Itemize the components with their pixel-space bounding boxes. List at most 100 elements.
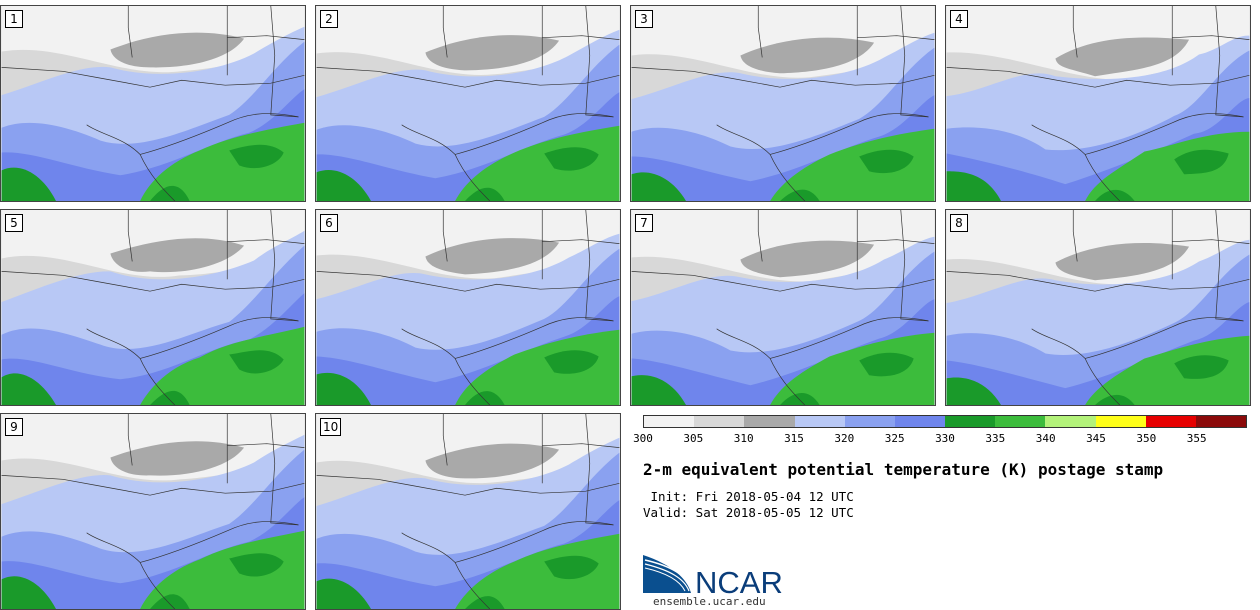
state-boundary-line <box>316 475 620 496</box>
field-band-dark-gray <box>110 441 245 476</box>
field-band-green <box>140 122 305 201</box>
colorbar-ticks: 300 305 310 315 320 325 330 335 340 345 350 355 <box>633 432 1247 446</box>
state-boundary-line <box>757 6 763 58</box>
state-boundary-line <box>900 6 929 118</box>
colorbar-segment <box>945 416 996 427</box>
colorbar-tick-label: 315 <box>784 432 804 445</box>
field-band-dark-green <box>946 171 1001 201</box>
field-band-dark-green <box>544 147 599 171</box>
state-boundary-line <box>1085 113 1244 155</box>
member-map <box>316 6 620 201</box>
field-band-dark-green <box>1174 355 1229 379</box>
ensemble-member-panel: 4 <box>945 5 1251 202</box>
ensemble-member-panel: 2 <box>315 5 621 202</box>
member-map <box>316 414 620 609</box>
field-band-dark-gray <box>425 238 560 275</box>
member-map <box>1 6 305 201</box>
state-boundary-line <box>127 210 133 262</box>
field-band-dark-green <box>229 553 284 577</box>
field-band-dark-gray <box>110 32 245 68</box>
field-band-green <box>770 128 935 201</box>
field-band-dark-green <box>544 555 599 580</box>
state-boundary-line <box>270 414 299 526</box>
state-boundary-line <box>455 521 614 563</box>
field-band-dark-green <box>1095 189 1135 201</box>
state-boundary-line <box>227 35 305 40</box>
state-boundary-line <box>1215 210 1244 322</box>
state-boundary-line <box>227 239 305 244</box>
member-number: 6 <box>320 214 338 232</box>
field-band-dark-green <box>1174 149 1229 175</box>
colorbar-segment <box>894 416 946 427</box>
field-band-green <box>140 326 305 405</box>
member-number: 10 <box>320 418 342 436</box>
state-boundary-line <box>585 6 614 118</box>
colorbar-tick-label: 300 <box>633 432 653 445</box>
field-band-dark-green <box>316 372 371 405</box>
field-band-dark-green <box>1 576 56 609</box>
field-band-dark-green <box>544 350 599 374</box>
ensemble-member-panel: 1 <box>0 5 306 202</box>
field-band-green <box>140 530 305 609</box>
field-band-dark-green <box>780 393 820 405</box>
field-band-dark-green <box>316 170 371 201</box>
state-boundary-line <box>770 317 929 359</box>
member-number: 9 <box>5 418 23 436</box>
state-boundary-line <box>542 239 620 244</box>
state-boundary-line <box>1072 6 1078 58</box>
state-boundary-line <box>1 67 305 88</box>
state-boundary-line <box>857 35 935 40</box>
state-boundary-line <box>542 443 620 448</box>
state-boundary-line <box>1072 210 1078 262</box>
ensemble-member-panel: 5 <box>0 209 306 406</box>
state-boundary-line <box>316 67 620 88</box>
state-boundary-line <box>455 317 614 359</box>
colorbar-tick-label: 345 <box>1086 432 1106 445</box>
field-band-dark-green <box>316 578 371 609</box>
colorbar <box>643 415 1247 428</box>
colorbar-segment <box>995 416 1046 427</box>
state-boundary-line <box>442 6 448 58</box>
member-number: 8 <box>950 214 968 232</box>
state-boundary-line <box>86 532 176 609</box>
colorbar-segment <box>1195 416 1247 427</box>
field-band-dark-gray <box>425 443 560 479</box>
state-boundary-line <box>900 210 929 322</box>
field-band-green <box>455 329 620 405</box>
colorbar-tick-label: 335 <box>985 432 1006 445</box>
field-band-green <box>455 533 620 609</box>
state-boundary-line <box>442 414 448 466</box>
ensemble-member-panel: 8 <box>945 209 1251 406</box>
member-map <box>946 6 1250 201</box>
colorbar-segment <box>644 416 695 427</box>
ensemble-member-panel: 7 <box>630 209 936 406</box>
colorbar-segment <box>694 416 745 427</box>
field-band-dark-green <box>859 352 914 377</box>
member-map <box>946 210 1250 405</box>
state-boundary-line <box>585 414 614 526</box>
colorbar-segment <box>844 416 895 427</box>
member-map <box>1 414 305 609</box>
state-boundary-line <box>401 124 491 201</box>
ncar-wordmark: NCAR <box>695 565 783 598</box>
state-boundary-line <box>857 239 935 244</box>
state-boundary-line <box>401 532 491 609</box>
field-band-white <box>946 210 1250 285</box>
state-boundary-line <box>1 271 305 292</box>
state-boundary-line <box>127 6 133 58</box>
member-number: 3 <box>635 10 653 28</box>
field-band-dark-gray <box>425 35 560 71</box>
state-boundary-line <box>227 443 305 448</box>
state-boundary-line <box>316 271 620 292</box>
state-boundary-line <box>946 271 1250 292</box>
colorbar-tick-label: 330 <box>935 432 955 445</box>
field-band-green <box>455 125 620 201</box>
colorbar-tick-label: 310 <box>733 432 754 445</box>
site-url: ensemble.ucar.edu <box>653 595 766 608</box>
state-boundary-line <box>270 210 299 322</box>
colorbar-tick-label: 305 <box>683 432 704 445</box>
member-map <box>631 210 935 405</box>
state-boundary-line <box>770 113 929 155</box>
state-boundary-line <box>442 210 448 262</box>
init-time: Init: Fri 2018-05-04 12 UTC <box>643 489 854 504</box>
